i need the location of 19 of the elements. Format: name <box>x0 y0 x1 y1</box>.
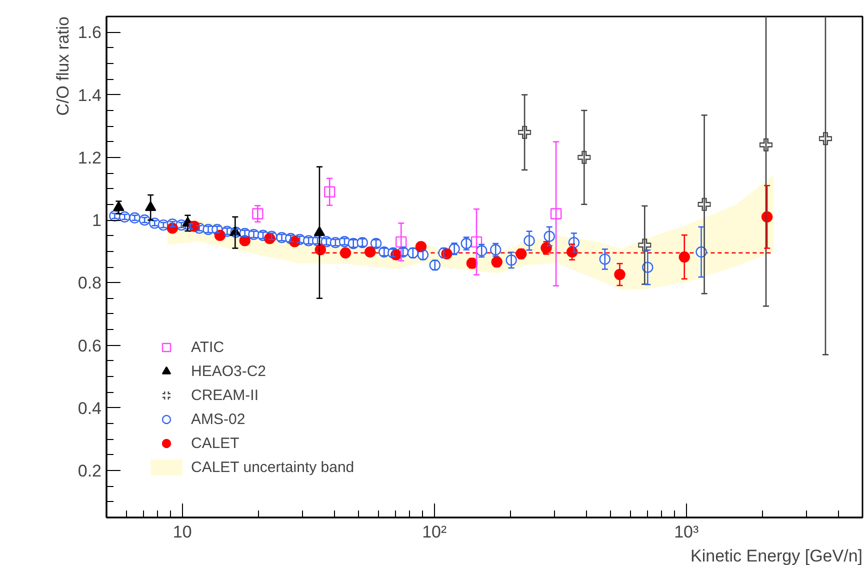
y-tick-label: 1.2 <box>78 148 102 168</box>
y-axis-title: C/O flux ratio <box>54 16 72 116</box>
x-tick-label: 10 <box>172 522 192 542</box>
legend-label: CALET uncertainty band <box>191 458 354 476</box>
y-tick-label: 0.8 <box>78 274 102 293</box>
x-tick-label: 10² <box>422 522 447 542</box>
legend-label: CALET <box>191 434 240 452</box>
x-tick-label: 10³ <box>674 522 699 542</box>
y-tick-label: 1 <box>92 211 102 230</box>
x-axis-title: Kinetic Energy [GeV/n] <box>690 546 863 565</box>
y-tick-label: 1.4 <box>78 86 102 105</box>
y-tick-label: 0.2 <box>78 462 102 481</box>
y-tick-label: 1.6 <box>78 23 102 42</box>
legend-label: HEAO3-C2 <box>191 362 266 380</box>
y-tick-label: 0.4 <box>78 398 102 418</box>
legend-label: ATIC <box>191 338 224 356</box>
y-tick-label: 0.6 <box>78 336 102 356</box>
legend-label: CREAM-II <box>191 386 258 404</box>
legend-label: AMS-02 <box>191 410 246 428</box>
